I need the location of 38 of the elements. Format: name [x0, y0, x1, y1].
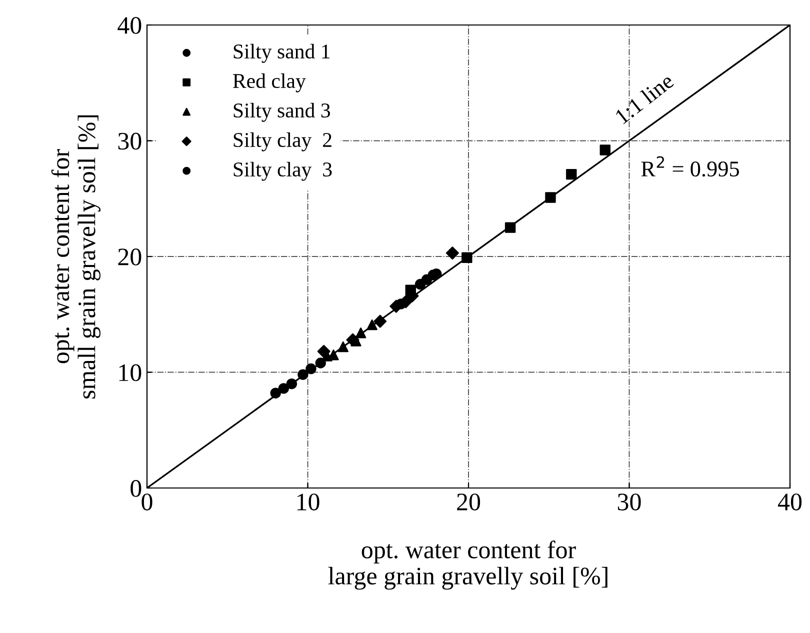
y-axis-title: opt. water content for small grain gravelly soil [%] [51, 115, 100, 398]
y-tick-label: 10 [119, 364, 142, 382]
legend-label: Silty clay 2 [234, 132, 332, 152]
point [462, 252, 472, 264]
point [346, 333, 360, 346]
x-tick-label: 20 [457, 494, 480, 510]
x-axis-title: opt. water content for large grain gravelly soil [%] [328, 540, 608, 590]
y-tick-label: 20 [118, 248, 142, 266]
y-tick-label: 0 [130, 480, 142, 497]
legend-label: Silty clay 3 [234, 162, 332, 181]
point [446, 246, 459, 260]
point [286, 378, 298, 390]
point [278, 383, 289, 394]
legend-label: Red clay [233, 73, 306, 92]
point [600, 144, 610, 156]
x-tick-label: 10 [297, 494, 320, 510]
point [338, 341, 348, 352]
x-tick-label: 40 [778, 494, 802, 510]
point [317, 344, 330, 358]
point [566, 168, 577, 180]
point [306, 363, 316, 374]
legend-label: Silty sand 1 [234, 44, 330, 63]
point [396, 298, 406, 310]
point [270, 388, 281, 398]
point [545, 192, 556, 203]
legend-label: Silty sand 3 [234, 102, 330, 122]
point [504, 222, 516, 233]
y-tick-label: 30 [118, 132, 142, 150]
x-tick-label: 0 [142, 494, 152, 510]
point [315, 358, 326, 368]
y-tick-label: 40 [118, 17, 142, 34]
point [298, 369, 308, 380]
point [366, 319, 378, 330]
annotation: R$^{2}$ = 0.995 [641, 156, 739, 177]
point [374, 314, 387, 328]
annotation: 1:1 line [614, 72, 675, 124]
x-tick-label: 30 [618, 494, 641, 510]
point [355, 328, 366, 338]
